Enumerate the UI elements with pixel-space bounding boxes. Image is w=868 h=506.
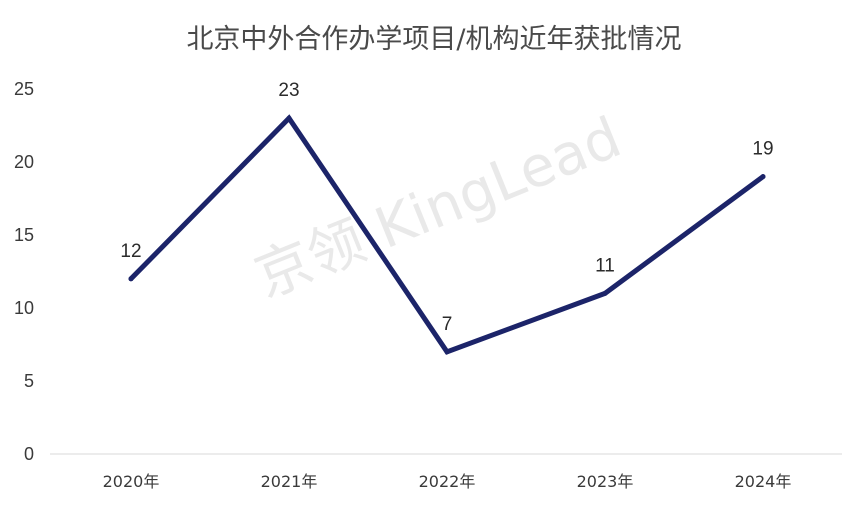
data-label: 12: [120, 241, 141, 262]
data-point: [444, 349, 450, 355]
data-point: [128, 276, 134, 282]
y-tick-label: 10: [14, 298, 34, 318]
series-layer: [128, 114, 766, 355]
data-label: 7: [442, 314, 453, 335]
data-labels: 12 23 7 11 19: [120, 80, 773, 335]
y-tick-label: 0: [24, 444, 34, 464]
data-point: [286, 115, 292, 121]
y-tick-label: 25: [14, 79, 34, 99]
data-label: 23: [278, 80, 299, 101]
data-point: [602, 290, 608, 296]
y-axis: 0 5 10 15 20 25: [14, 79, 34, 464]
y-tick-label: 20: [14, 152, 34, 172]
x-tick-label: 2021年: [261, 472, 318, 491]
data-point: [760, 174, 766, 180]
data-label: 11: [595, 255, 615, 276]
data-label: 19: [752, 139, 773, 160]
x-axis: 2020年 2021年 2022年 2023年 2024年: [103, 472, 792, 491]
x-tick-label: 2022年: [419, 472, 476, 491]
chart-title: 北京中外合作办学项目/机构近年获批情况: [186, 24, 681, 55]
y-tick-label: 15: [14, 225, 34, 245]
x-tick-label: 2023年: [577, 472, 634, 491]
x-tick-label: 2024年: [735, 472, 792, 491]
x-tick-label: 2020年: [103, 472, 160, 491]
y-tick-label: 5: [24, 371, 34, 391]
